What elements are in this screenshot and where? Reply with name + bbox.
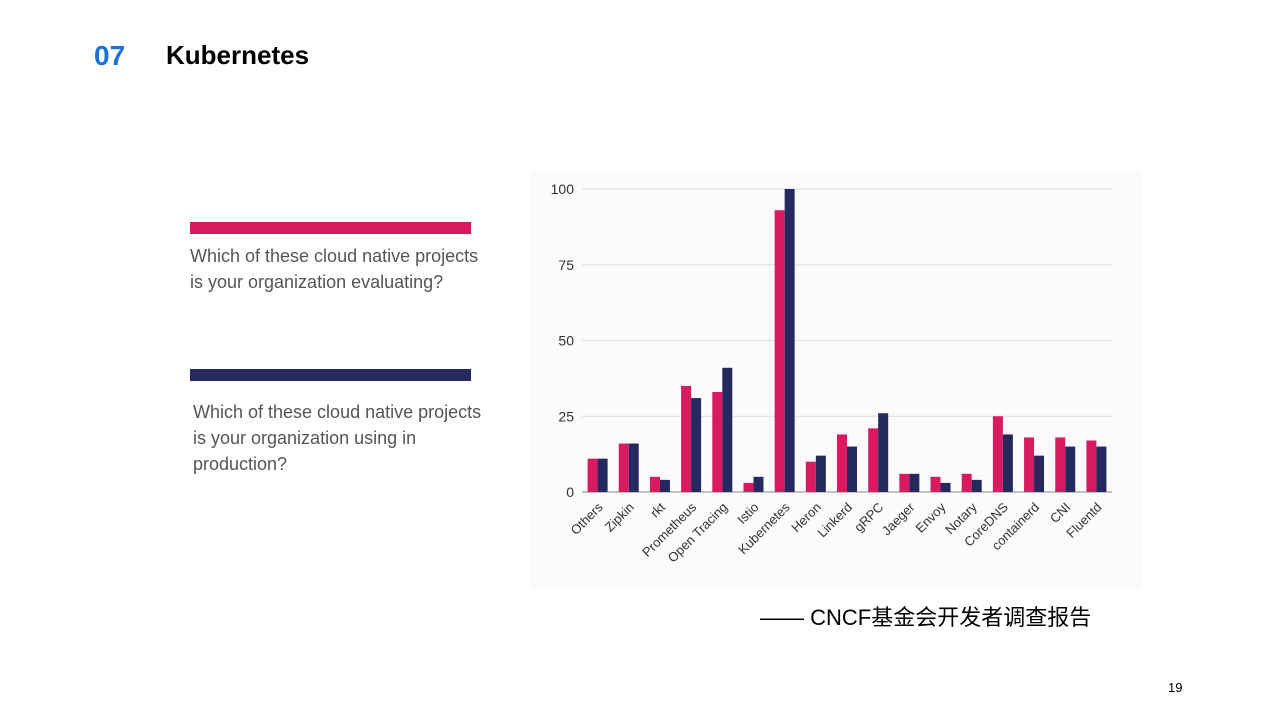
bar-evaluating bbox=[774, 210, 785, 492]
bar-production bbox=[940, 482, 951, 492]
x-tick-label: Jaeger bbox=[879, 499, 918, 538]
bar-production bbox=[784, 189, 795, 492]
x-tick-label: Linkerd bbox=[814, 500, 855, 541]
x-tick-label: Envoy bbox=[912, 499, 949, 536]
bar-production bbox=[878, 413, 889, 492]
bar-evaluating bbox=[868, 428, 879, 492]
bar-production bbox=[1065, 446, 1076, 492]
bar-evaluating bbox=[681, 385, 692, 492]
legend-swatch-evaluating bbox=[190, 222, 471, 234]
bar-production bbox=[691, 398, 702, 492]
bar-evaluating bbox=[992, 416, 1003, 492]
bar-production bbox=[1002, 434, 1013, 492]
x-tick-label: Fluentd bbox=[1063, 500, 1104, 541]
source-caption: —— CNCF基金会开发者调查报告 bbox=[760, 605, 1092, 630]
y-tick-label: 25 bbox=[558, 408, 574, 424]
x-tick-label: rkt bbox=[647, 499, 668, 520]
bar-production bbox=[597, 458, 608, 492]
bar-production bbox=[722, 367, 733, 492]
legend-label-evaluating: Which of these cloud native projects is … bbox=[190, 246, 479, 292]
y-tick-label: 50 bbox=[558, 333, 574, 349]
y-tick-label: 75 bbox=[558, 257, 574, 273]
bar-evaluating bbox=[899, 473, 910, 492]
page-number: 19 bbox=[1168, 680, 1183, 695]
bar-production bbox=[659, 479, 670, 492]
bar-production bbox=[628, 443, 639, 492]
bar-production bbox=[1096, 446, 1107, 492]
x-tick-label: Zipkin bbox=[602, 500, 637, 535]
legend-label-production: Which of these cloud native projects is … bbox=[193, 402, 482, 474]
bar-evaluating bbox=[837, 434, 847, 492]
bar-evaluating bbox=[743, 482, 754, 492]
bar-evaluating bbox=[1024, 437, 1035, 492]
bar-production bbox=[847, 446, 857, 492]
bar-production bbox=[815, 455, 826, 492]
bar-production bbox=[909, 473, 920, 492]
bar-evaluating bbox=[587, 458, 598, 492]
y-tick-label: 100 bbox=[551, 181, 575, 197]
bar-production bbox=[971, 479, 982, 492]
bar-evaluating bbox=[618, 443, 629, 492]
x-tick-label: CNI bbox=[1047, 500, 1073, 526]
section-number: 07 bbox=[94, 40, 126, 71]
chart-background bbox=[530, 170, 1142, 590]
bar-evaluating bbox=[805, 461, 816, 492]
bar-evaluating bbox=[1086, 440, 1097, 492]
bar-evaluating bbox=[1055, 437, 1066, 492]
bar-production bbox=[753, 476, 764, 492]
slide-title: Kubernetes bbox=[166, 40, 310, 70]
bar-evaluating bbox=[930, 476, 941, 492]
bar-production bbox=[1034, 455, 1045, 492]
bar-evaluating bbox=[649, 476, 660, 492]
x-tick-label: Others bbox=[568, 499, 607, 538]
bar-evaluating bbox=[712, 392, 723, 492]
legend-swatch-production bbox=[190, 369, 471, 381]
y-tick-label: 0 bbox=[566, 484, 574, 500]
bar-evaluating bbox=[961, 473, 972, 492]
